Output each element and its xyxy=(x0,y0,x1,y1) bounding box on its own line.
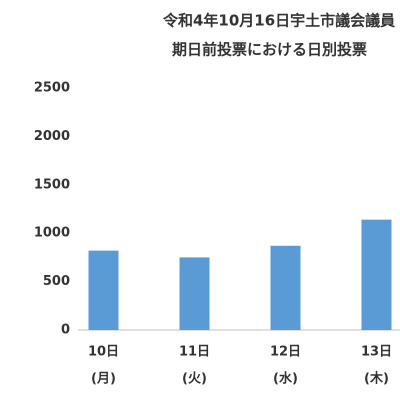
y-tick-label: 1000 xyxy=(34,226,70,241)
x-tick-label: (火) xyxy=(182,372,207,387)
y-tick-label: 2000 xyxy=(34,129,70,144)
y-tick-label: 500 xyxy=(43,274,70,289)
x-tick-label: 11日 xyxy=(179,345,210,360)
y-tick-label: 1500 xyxy=(34,177,70,192)
x-tick-label: (木) xyxy=(364,371,389,387)
x-tick-label: (月) xyxy=(91,372,116,387)
y-tick-label: 0 xyxy=(61,323,70,338)
bar xyxy=(270,245,301,330)
chart-title: 令和4年10月16日宇土市議会議員 xyxy=(163,12,395,30)
x-tick-label: 10日 xyxy=(88,345,119,360)
x-tick-label: 12日 xyxy=(270,345,301,360)
y-tick-label: 2500 xyxy=(34,81,70,96)
x-tick-label: 13日 xyxy=(361,345,392,360)
x-tick-label: (水) xyxy=(273,371,298,387)
bar xyxy=(361,219,392,330)
bar xyxy=(88,250,119,330)
bar xyxy=(179,257,210,330)
chart-title: 期日前投票における日別投票 xyxy=(172,41,367,59)
